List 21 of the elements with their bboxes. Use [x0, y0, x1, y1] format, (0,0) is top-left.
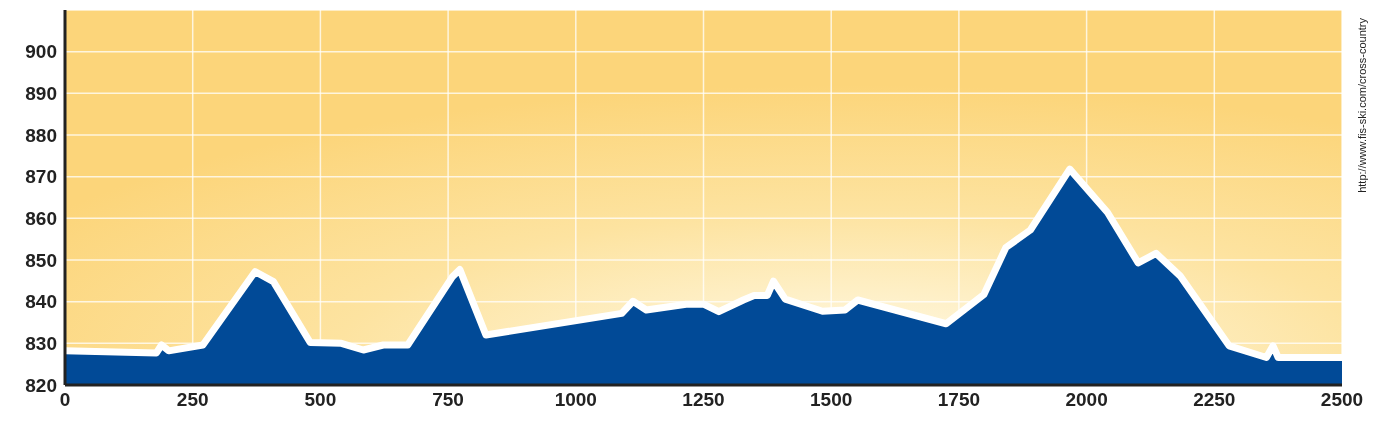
x-tick-label: 1250 [682, 389, 725, 411]
y-tick-label: 840 [25, 291, 57, 313]
y-tick-label: 880 [25, 124, 57, 146]
y-tick-label: 820 [25, 374, 57, 396]
x-tick-label: 2500 [1320, 389, 1364, 411]
x-tick-label: 0 [59, 389, 71, 411]
y-tick-label: 850 [25, 249, 57, 271]
x-tick-label: 1000 [554, 389, 597, 411]
x-tick-label: 2250 [1193, 389, 1236, 411]
x-tick-label: 750 [432, 389, 464, 411]
x-tick-label: 500 [304, 389, 337, 411]
x-tick-label: 1750 [937, 389, 981, 411]
x-tick-label: 250 [176, 389, 209, 411]
y-tick-label: 860 [25, 208, 57, 230]
text: http://www.fis-ski.com/cross-country [1356, 18, 1368, 193]
y-tick-label: 870 [25, 166, 57, 188]
y-tick-label: 890 [25, 83, 57, 105]
x-tick-label: 2000 [1065, 389, 1108, 411]
x-tick-label: 1500 [810, 389, 853, 411]
y-tick-label: 830 [25, 333, 57, 355]
y-tick-label: 900 [25, 41, 57, 63]
